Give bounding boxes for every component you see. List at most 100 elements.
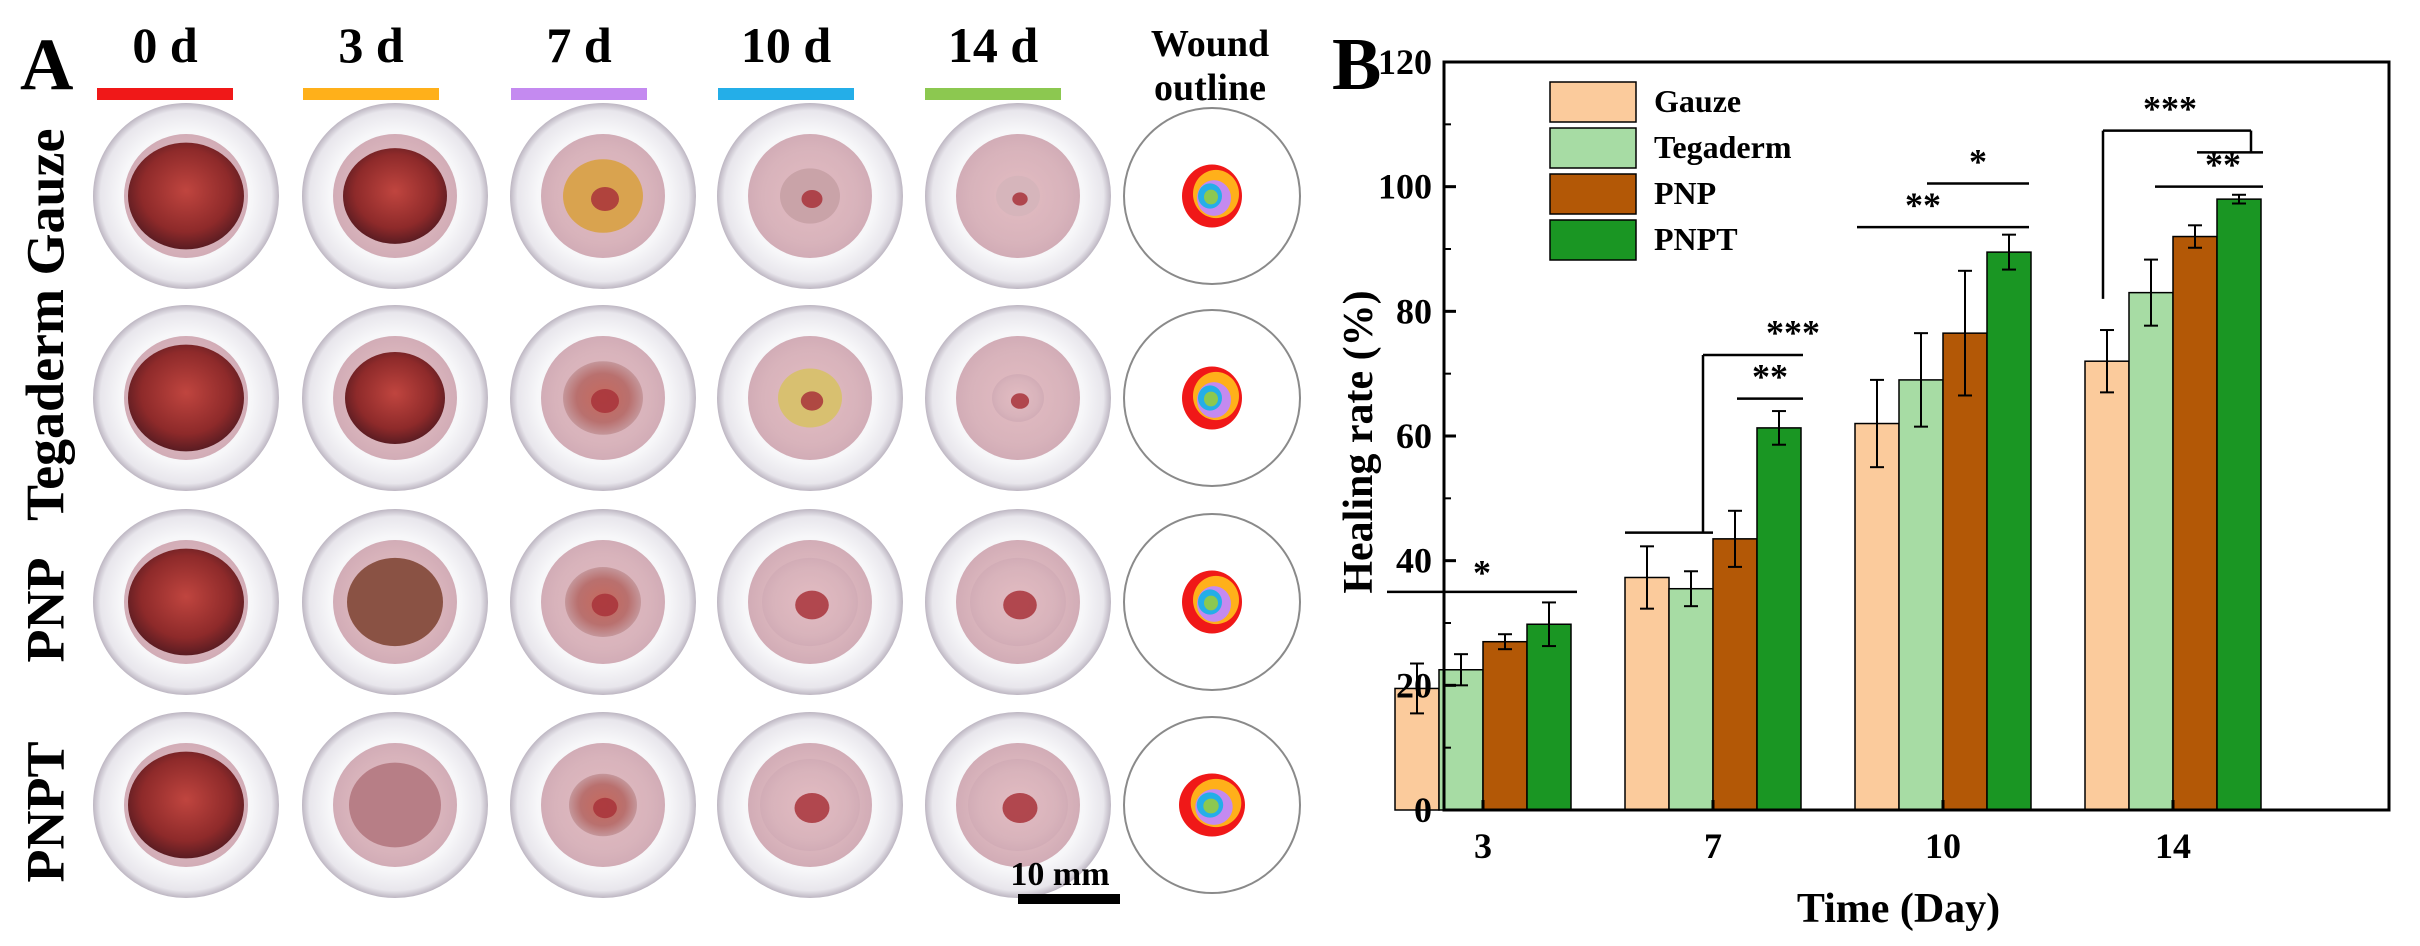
bar	[1756, 427, 1802, 811]
significance-stars: **	[2205, 144, 2241, 184]
wound-photo-core	[801, 190, 823, 208]
wound-photo-core	[1010, 393, 1030, 409]
column-header-7d: 7 d	[546, 17, 612, 73]
column-header-10d: 10 d	[740, 17, 832, 73]
wound-photo	[717, 103, 903, 289]
wound-photo	[302, 712, 488, 898]
wound-photo	[93, 103, 279, 289]
wound-photo-wound	[345, 352, 445, 444]
wound-photo-wound	[128, 142, 244, 250]
wound-photo-wound	[343, 148, 447, 244]
significance-stars: ***	[2143, 88, 2197, 128]
bar	[1394, 687, 1440, 811]
bar	[1668, 587, 1714, 811]
column-header-3d: 3 d	[338, 17, 404, 73]
panel-b-letter: B	[1332, 24, 1382, 106]
legend-swatch	[1549, 219, 1637, 261]
y-tick-label: 80	[1396, 291, 1432, 331]
legend-swatch	[1549, 127, 1637, 169]
wound-photo	[302, 509, 488, 695]
legend-label: PNP	[1654, 175, 1716, 211]
wound-photo-core	[800, 391, 824, 411]
wound-photo-core	[794, 793, 830, 823]
y-axis-title: Healing rate (%)	[1336, 290, 1382, 593]
wound-photo-core	[1012, 192, 1028, 206]
wound-photo-wound	[128, 548, 244, 656]
y-tick-label: 20	[1396, 665, 1432, 705]
wound-photo-grid	[93, 103, 1301, 898]
bar	[1624, 576, 1670, 811]
wound-photo	[717, 712, 903, 898]
significance-stars: *	[1969, 141, 1987, 181]
bar	[2172, 235, 2218, 811]
scale-bar-label: 10 mm	[1010, 856, 1110, 893]
significance-stars: *	[1473, 553, 1491, 593]
wound-photo	[93, 712, 279, 898]
bar	[2084, 360, 2130, 811]
wound-photo	[510, 103, 696, 289]
wound-photo	[717, 509, 903, 695]
legend-label: Tegaderm	[1654, 129, 1792, 165]
legend-swatch	[1549, 81, 1637, 123]
column-header-0d: 0 d	[132, 17, 198, 73]
wound-photo-core	[593, 797, 617, 819]
bar	[1854, 422, 1900, 811]
legend-label: Gauze	[1654, 83, 1741, 119]
y-tick-label: 120	[1378, 42, 1432, 82]
y-tick-label: 40	[1396, 541, 1432, 581]
wound-photo-core	[591, 593, 619, 617]
legend-swatch	[1549, 173, 1637, 215]
wound-photo	[302, 103, 488, 289]
column-color-bar	[97, 88, 233, 100]
wound-outline-day-4	[1204, 391, 1218, 407]
bar	[2216, 198, 2262, 811]
wound-photo-core	[1002, 793, 1038, 823]
wound-photo	[93, 305, 279, 491]
panel-b: B 0 20 40 60 80 100 120 3 7 10 14 Time (Day) Healing…	[1310, 0, 2420, 946]
wound-photo	[717, 305, 903, 491]
x-tick-label: 7	[1704, 826, 1722, 866]
column-header-14d: 14 d	[947, 17, 1039, 73]
wound-outline-day-4	[1203, 798, 1219, 814]
column-color-bar	[925, 88, 1061, 100]
healing-rate-chart: 0 20 40 60 80 100 120 3 7 10 14 Time (Day) Healing r…	[1336, 42, 2391, 932]
y-tick-label: 60	[1396, 416, 1432, 456]
wound-photo-wound	[347, 557, 443, 647]
significance-stars: **	[1752, 356, 1788, 396]
bar	[2128, 291, 2174, 811]
significance-stars: **	[1905, 185, 1941, 225]
bar	[1526, 623, 1572, 811]
wound-photo-core	[1003, 590, 1037, 620]
bar	[1898, 379, 1944, 811]
scale-bar	[1018, 894, 1120, 904]
x-tick-label: 3	[1474, 826, 1492, 866]
panel-a: A 0 d 3 d 7 d 10 d 14 d Wound outline Ga…	[15, 17, 1310, 904]
wound-photo-core	[795, 590, 829, 620]
x-axis-title: Time (Day)	[1797, 886, 2000, 932]
wound-photo	[510, 509, 696, 695]
wound-outline-title-line2: outline	[1154, 67, 1266, 109]
wound-photo	[510, 305, 696, 491]
legend-label: PNPT	[1654, 221, 1738, 257]
wound-photo	[925, 509, 1111, 695]
y-tick-label: 0	[1414, 790, 1432, 830]
y-tick-label: 100	[1378, 167, 1432, 207]
wound-photo-wound	[128, 344, 244, 452]
x-tick-label: 10	[1925, 826, 1961, 866]
wound-photo-core	[591, 389, 619, 413]
wound-outline-day-4	[1204, 595, 1218, 611]
wound-photo	[510, 712, 696, 898]
column-color-bar	[303, 88, 439, 100]
wound-outline-day-4	[1204, 189, 1218, 205]
wound-photo	[925, 305, 1111, 491]
bar	[1986, 251, 2032, 811]
significance-stars: ***	[1766, 313, 1820, 353]
bar	[1482, 640, 1528, 811]
x-tick-label: 14	[2155, 826, 2191, 866]
bar	[1942, 332, 1988, 811]
bar	[1438, 669, 1484, 811]
wound-outline-title: Wound outline	[1110, 22, 1310, 110]
wound-photo-wound	[128, 751, 244, 859]
column-color-bar	[511, 88, 647, 100]
wound-photo-core	[591, 187, 619, 211]
